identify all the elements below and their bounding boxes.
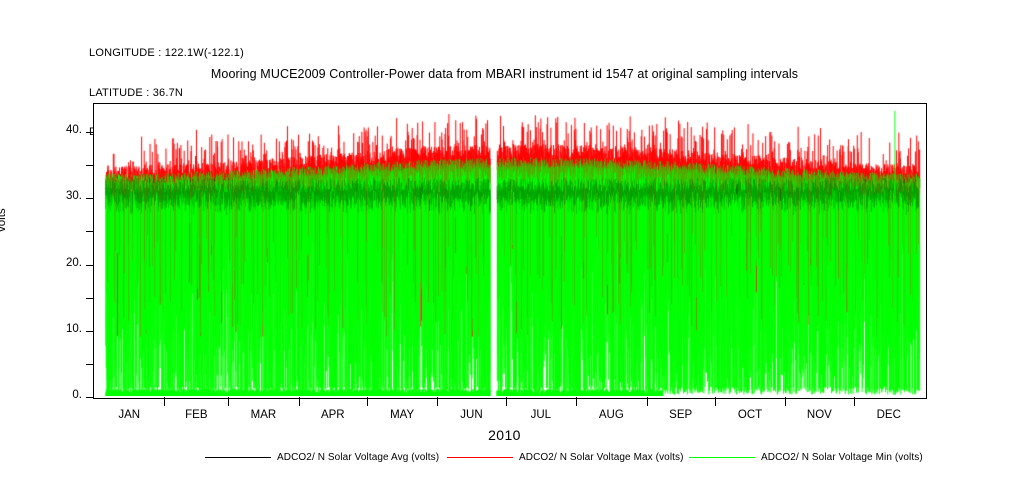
legend: ADCO2/ N Solar Voltage Avg (volts) ADCO2/…: [0, 450, 1009, 466]
x-tick: [437, 397, 439, 406]
x-tick-label-dec: DEC: [876, 409, 901, 421]
y-tick-minor: [86, 231, 94, 233]
x-tick-label-feb: FEB: [185, 409, 208, 421]
x-tick-label-oct: OCT: [737, 409, 763, 421]
x-tick: [366, 397, 368, 406]
x-tick-label-mar: MAR: [250, 409, 277, 421]
x-tick: [853, 397, 855, 406]
latitude-text: LATITUDE : 36.7N: [89, 86, 184, 99]
x-tick: [785, 397, 787, 406]
y-tick-major: [86, 132, 94, 133]
x-tick: [298, 397, 300, 406]
y-tick-minor: [86, 363, 94, 365]
legend-swatch-avg: [205, 457, 271, 458]
x-tick-label-sep: SEP: [669, 409, 693, 421]
y-tick-label: 40.: [66, 124, 82, 136]
y-axis-title: volts: [0, 208, 8, 232]
x-tick-label-nov: NOV: [806, 409, 832, 421]
legend-swatch-max: [447, 457, 513, 458]
longitude-text: LONGITUDE : 122.1W(-122.1): [89, 47, 244, 60]
x-axis-title: 2010: [488, 427, 521, 443]
x-tick-label-aug: AUG: [598, 409, 624, 421]
y-tick-minor: [86, 165, 94, 167]
x-tick: [228, 397, 230, 406]
x-tick-label-apr: APR: [320, 409, 345, 421]
legend-label-min: ADCO2/ N Solar Voltage Min (volts): [761, 452, 923, 463]
y-tick-major: [86, 198, 94, 200]
x-tick: [505, 397, 507, 406]
x-tick-label-jul: JUL: [530, 409, 552, 421]
legend-label-avg: ADCO2/ N Solar Voltage Avg (volts): [277, 452, 440, 463]
x-tick-label-may: MAY: [390, 409, 415, 421]
legend-swatch-min: [689, 457, 755, 458]
y-tick-major: [86, 397, 94, 398]
x-tick: [714, 397, 716, 406]
x-tick: [646, 397, 648, 406]
timeseries-plot-canvas: [94, 104, 924, 396]
x-tick-label-jun: JUN: [460, 409, 483, 421]
x-tick-label-jan: JAN: [118, 409, 141, 421]
plot-title: Mooring MUCE2009 Controller-Power data f…: [210, 67, 799, 81]
y-tick-label: 20.: [66, 256, 82, 269]
y-tick-major: [86, 330, 94, 332]
y-tick-minor: [86, 297, 94, 299]
x-tick: [164, 397, 166, 406]
y-tick-major: [86, 264, 94, 266]
y-tick-label: 0.: [72, 389, 82, 401]
y-tick-label: 10.: [66, 322, 82, 335]
x-tick: [576, 397, 578, 406]
y-tick-label: 30.: [66, 190, 82, 203]
legend-label-max: ADCO2/ N Solar Voltage Max (volts): [519, 452, 684, 463]
